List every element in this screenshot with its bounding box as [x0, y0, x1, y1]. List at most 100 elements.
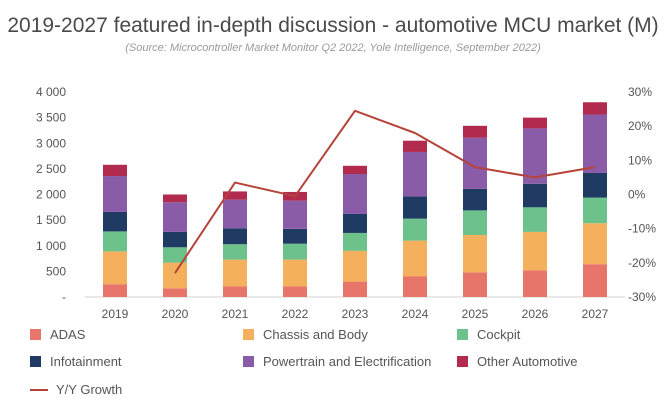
x-tick-label-2021: 2021	[222, 307, 249, 321]
bar-segment-2-2027	[583, 197, 607, 224]
legend-item-powertrain: Powertrain and Electrification	[243, 354, 431, 369]
y-right-tick-label: -20%	[628, 256, 656, 270]
legend-item-infotainment: Infotainment	[30, 354, 122, 369]
bar-segment-5-2026	[523, 117, 547, 129]
bar-segment-4-2026	[523, 128, 547, 184]
bar-segment-0-2022	[283, 286, 307, 297]
bar-segment-2-2022	[283, 243, 307, 260]
bar-segment-3-2025	[463, 188, 487, 211]
bar-segment-0-2019	[103, 284, 127, 297]
y-left-tick-label: 2 000	[36, 188, 66, 202]
bar-segment-4-2022	[283, 200, 307, 229]
legend-label-other-automotive: Other Automotive	[477, 354, 578, 369]
bar-segment-1-2023	[343, 250, 367, 282]
bar-segment-2-2025	[463, 210, 487, 235]
legend-swatch-other-automotive	[457, 356, 468, 367]
legend-item-yy-growth: Y/Y Growth	[30, 382, 122, 397]
legend-swatch-chassis-body	[243, 329, 254, 340]
bar-segment-1-2025	[463, 234, 487, 273]
legend-swatch-powertrain	[243, 356, 254, 367]
x-tick-label-2022: 2022	[282, 307, 309, 321]
legend-swatch-infotainment	[30, 356, 41, 367]
bar-segment-4-2024	[403, 151, 427, 197]
bar-segment-5-2024	[403, 140, 427, 152]
bar-segment-0-2020	[163, 288, 187, 297]
bar-segment-4-2021	[223, 199, 247, 229]
y-right-tick-label: -30%	[628, 290, 656, 304]
bar-segment-3-2027	[583, 172, 607, 198]
y-right-tick-label: 20%	[628, 119, 652, 133]
y-left-tick-label: 2 500	[36, 162, 66, 176]
bar-segment-5-2025	[463, 125, 487, 138]
bar-segment-5-2019	[103, 164, 127, 177]
bar-segment-1-2019	[103, 251, 127, 285]
bar-segment-0-2021	[223, 286, 247, 297]
bar-segment-3-2019	[103, 211, 127, 232]
bar-segment-2-2019	[103, 231, 127, 252]
legend-item-chassis-body: Chassis and Body	[243, 327, 368, 342]
bar-segment-0-2023	[343, 281, 367, 297]
y-left-tick-label: 1 500	[36, 213, 66, 227]
bar-segment-1-2027	[583, 223, 607, 265]
x-tick-label-2024: 2024	[402, 307, 429, 321]
bar-segment-2-2026	[523, 207, 547, 232]
bar-segment-0-2027	[583, 264, 607, 297]
legend-swatch-adas	[30, 329, 41, 340]
bar-segment-5-2021	[223, 191, 247, 200]
y-left-tick-label: 1 000	[36, 239, 66, 253]
bar-segment-1-2020	[163, 262, 187, 289]
bar-segment-3-2024	[403, 196, 427, 219]
legend-label-yy-growth: Y/Y Growth	[56, 382, 123, 397]
legend-label-infotainment: Infotainment	[50, 354, 122, 369]
x-tick-label-2019: 2019	[102, 307, 129, 321]
bar-segment-3-2023	[343, 213, 367, 233]
chart-title: 2019-2027 featured in-depth discussion -…	[7, 14, 659, 37]
bar-segment-4-2019	[103, 176, 127, 212]
legend-swatch-cockpit	[457, 329, 468, 340]
bar-segment-2-2020	[163, 247, 187, 263]
legend-item-other-automotive: Other Automotive	[457, 354, 577, 369]
y-right-tick-label: -10%	[628, 222, 656, 236]
bar-segment-1-2022	[283, 259, 307, 287]
chart-subtitle: (Source: Microcontroller Market Monitor …	[125, 42, 541, 54]
x-tick-label-2020: 2020	[162, 307, 189, 321]
legend-label-adas: ADAS	[50, 327, 86, 342]
x-tick-label-2026: 2026	[522, 307, 549, 321]
y-left-tick-label: 3 500	[36, 111, 66, 125]
bar-segment-0-2025	[463, 272, 487, 297]
legend-label-powertrain: Powertrain and Electrification	[263, 354, 432, 369]
bar-segment-4-2023	[343, 174, 367, 214]
bar-segment-0-2026	[523, 270, 547, 297]
bar-segment-2-2024	[403, 218, 427, 241]
y-left-tick-label: 500	[46, 264, 66, 278]
bar-segment-2-2023	[343, 232, 367, 251]
legend-item-adas: ADAS	[30, 327, 85, 342]
legend-item-cockpit: Cockpit	[457, 327, 520, 342]
bar-segment-4-2027	[583, 114, 607, 173]
bar-segment-5-2023	[343, 165, 367, 174]
x-tick-label-2025: 2025	[462, 307, 489, 321]
x-tick-label-2027: 2027	[582, 307, 609, 321]
bar-segment-4-2020	[163, 202, 187, 232]
bar-segment-3-2022	[283, 228, 307, 244]
bar-segment-1-2021	[223, 259, 247, 287]
legend-label-chassis-body: Chassis and Body	[263, 327, 368, 342]
y-right-tick-label: 30%	[628, 85, 652, 99]
bar-segment-5-2020	[163, 194, 187, 203]
bar-segment-3-2026	[523, 183, 547, 208]
bar-segment-3-2020	[163, 231, 187, 248]
bar-segment-2-2021	[223, 244, 247, 260]
legend-line-yy-growth	[30, 388, 48, 391]
bar-segment-3-2021	[223, 228, 247, 245]
bar-segment-0-2024	[403, 276, 427, 297]
y-right-tick-label: 10%	[628, 153, 652, 167]
y-left-tick-label: -	[62, 290, 66, 304]
bar-segment-1-2024	[403, 240, 427, 277]
y-left-tick-label: 4 000	[36, 85, 66, 99]
bar-segment-1-2026	[523, 231, 547, 271]
x-tick-label-2023: 2023	[342, 307, 369, 321]
bar-segment-5-2027	[583, 102, 607, 115]
yy-growth-line	[174, 109, 596, 274]
y-right-tick-label: 0%	[628, 188, 646, 202]
